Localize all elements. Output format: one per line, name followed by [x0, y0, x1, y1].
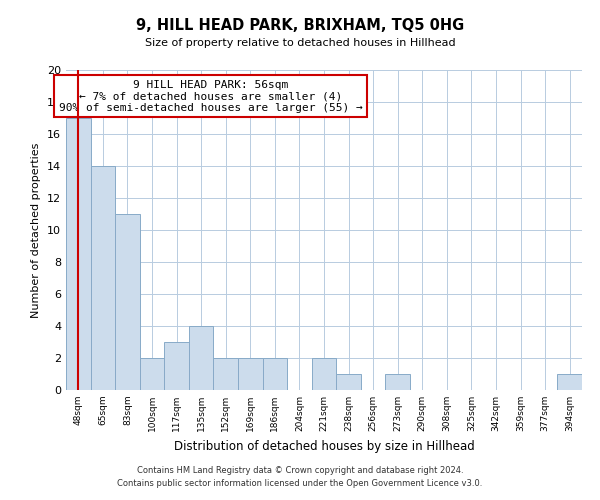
Bar — [336, 374, 361, 390]
Bar — [164, 342, 189, 390]
Bar — [66, 118, 91, 390]
Y-axis label: Number of detached properties: Number of detached properties — [31, 142, 41, 318]
Text: Size of property relative to detached houses in Hillhead: Size of property relative to detached ho… — [145, 38, 455, 48]
Bar — [189, 326, 214, 390]
Bar — [263, 358, 287, 390]
Text: Contains HM Land Registry data © Crown copyright and database right 2024.
Contai: Contains HM Land Registry data © Crown c… — [118, 466, 482, 487]
Bar — [214, 358, 238, 390]
X-axis label: Distribution of detached houses by size in Hillhead: Distribution of detached houses by size … — [173, 440, 475, 452]
Bar — [115, 214, 140, 390]
Bar — [140, 358, 164, 390]
Bar — [312, 358, 336, 390]
Bar — [91, 166, 115, 390]
Bar — [238, 358, 263, 390]
Bar — [385, 374, 410, 390]
Bar — [557, 374, 582, 390]
Text: 9 HILL HEAD PARK: 56sqm
← 7% of detached houses are smaller (4)
90% of semi-deta: 9 HILL HEAD PARK: 56sqm ← 7% of detached… — [59, 80, 362, 113]
Text: 9, HILL HEAD PARK, BRIXHAM, TQ5 0HG: 9, HILL HEAD PARK, BRIXHAM, TQ5 0HG — [136, 18, 464, 32]
